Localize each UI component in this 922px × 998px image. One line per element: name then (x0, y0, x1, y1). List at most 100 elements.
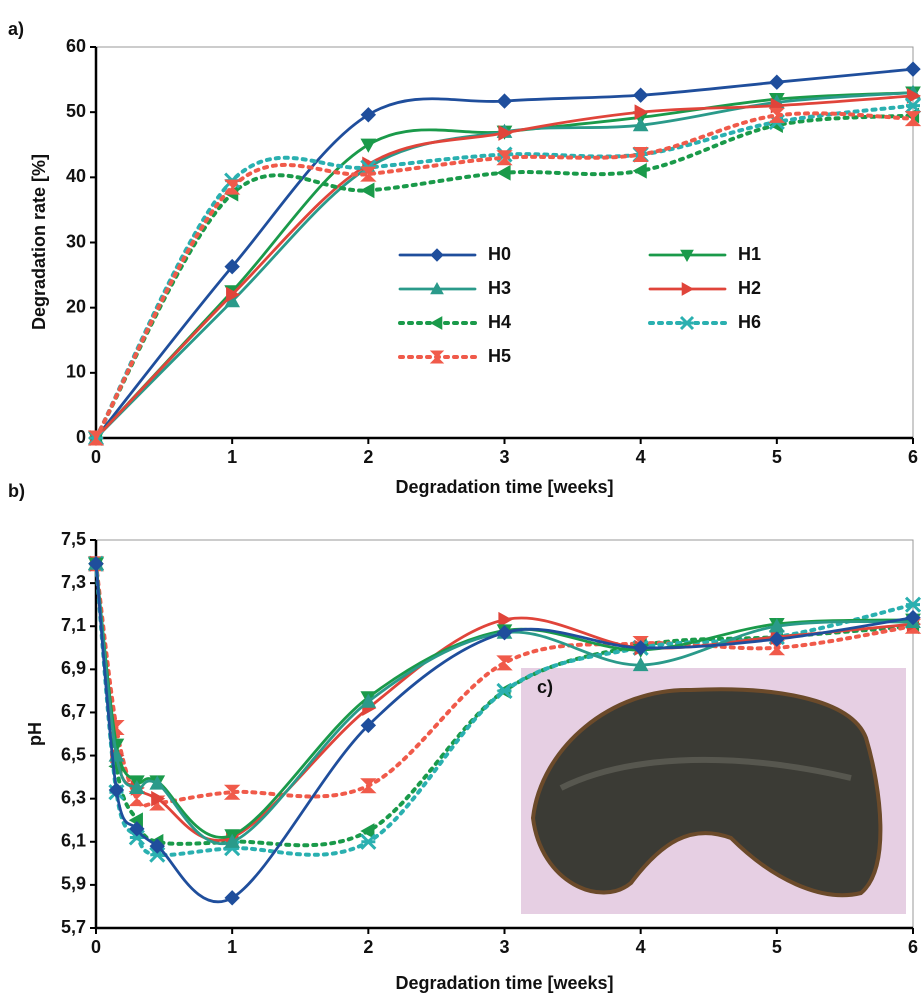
series-line (94, 111, 915, 440)
series-line (94, 91, 915, 440)
series-line (94, 562, 915, 904)
marker (226, 286, 241, 303)
legend-marker (430, 248, 444, 262)
marker (768, 107, 786, 123)
inset-texture (559, 756, 852, 791)
y-tick-label: 6,1 (61, 831, 86, 851)
marker (151, 790, 166, 807)
marker (223, 784, 241, 800)
plot-frame (96, 539, 914, 928)
marker (129, 779, 145, 794)
inset-label: c) (537, 677, 553, 697)
marker (904, 97, 922, 114)
inset-specimen (530, 687, 883, 898)
x-tick-label: 3 (499, 447, 509, 467)
marker (904, 111, 922, 127)
y-tick-label: 5,7 (61, 917, 86, 937)
marker (632, 147, 649, 163)
y-tick-label: 6,7 (61, 701, 86, 721)
marker (360, 778, 377, 794)
x-tick-label: 5 (772, 447, 782, 467)
x-axis-title: Degradation time [weeks] (395, 477, 613, 497)
legend-label: H2 (738, 278, 761, 298)
marker (224, 890, 240, 906)
marker (632, 656, 649, 672)
marker (360, 833, 377, 850)
legend-marker (680, 249, 694, 263)
series-line (94, 562, 915, 839)
x-tick-label: 0 (91, 447, 101, 467)
marker (496, 164, 511, 181)
legend-marker (429, 316, 443, 330)
legend-marker (681, 282, 695, 296)
y-tick-label: 60 (66, 36, 86, 56)
y-tick-label: 5,9 (61, 874, 86, 894)
x-tick-label: 4 (636, 447, 646, 467)
marker (769, 631, 785, 647)
marker (224, 258, 240, 275)
marker (634, 104, 649, 121)
y-tick-label: 40 (66, 166, 86, 186)
y-tick-label: 6,9 (61, 658, 86, 678)
marker (769, 74, 785, 90)
x-tick-label: 1 (227, 937, 237, 957)
marker (360, 717, 377, 734)
legend-label: H3 (488, 278, 511, 298)
marker (496, 93, 513, 109)
y-tick-label: 20 (66, 296, 86, 316)
x-tick-label: 5 (772, 937, 782, 957)
legend-label: H4 (488, 312, 511, 332)
legend-label: H1 (738, 244, 761, 264)
marker (88, 556, 104, 572)
x-tick-label: 2 (363, 937, 373, 957)
series-line (94, 561, 915, 808)
marker (223, 179, 241, 195)
y-axis-title: Degradation rate [%] (29, 154, 49, 330)
marker (496, 150, 513, 166)
marker (498, 125, 513, 141)
x-axis-title: Degradation time [weeks] (395, 973, 613, 993)
y-tick-label: 30 (66, 231, 86, 251)
marker (360, 166, 377, 182)
marker (108, 782, 125, 798)
marker (360, 138, 377, 153)
series-line (94, 91, 915, 440)
marker (360, 182, 375, 199)
legend-marker (679, 315, 695, 331)
marker (360, 693, 377, 708)
x-tick-label: 6 (908, 447, 918, 467)
marker (632, 87, 649, 103)
legend-marker (430, 281, 444, 295)
marker (360, 107, 377, 123)
marker (632, 640, 649, 656)
legend-label: H5 (488, 346, 511, 366)
x-tick-label: 2 (363, 447, 373, 467)
marker (632, 117, 649, 132)
marker (632, 162, 647, 179)
y-tick-label: 6,5 (61, 744, 86, 764)
y-tick-label: 7,5 (61, 529, 86, 549)
marker (149, 775, 166, 790)
marker (496, 624, 513, 641)
legend-label: H6 (738, 312, 761, 332)
y-axis-title: pH (25, 722, 45, 746)
y-tick-label: 6,3 (61, 787, 86, 807)
x-tick-label: 4 (636, 937, 646, 957)
marker (906, 88, 922, 104)
y-tick-label: 50 (66, 101, 86, 121)
plot-frame (96, 46, 914, 438)
panel-label: b) (8, 481, 25, 501)
y-tick-label: 7,1 (61, 615, 86, 635)
marker (360, 823, 375, 839)
marker (498, 611, 513, 628)
marker (904, 596, 922, 613)
x-tick-label: 3 (499, 937, 509, 957)
x-tick-label: 6 (908, 937, 918, 957)
x-tick-label: 1 (227, 447, 237, 467)
marker (905, 609, 921, 626)
y-tick-label: 7,3 (61, 572, 86, 592)
marker (496, 655, 513, 671)
legend-marker (429, 350, 445, 364)
marker (496, 682, 513, 699)
